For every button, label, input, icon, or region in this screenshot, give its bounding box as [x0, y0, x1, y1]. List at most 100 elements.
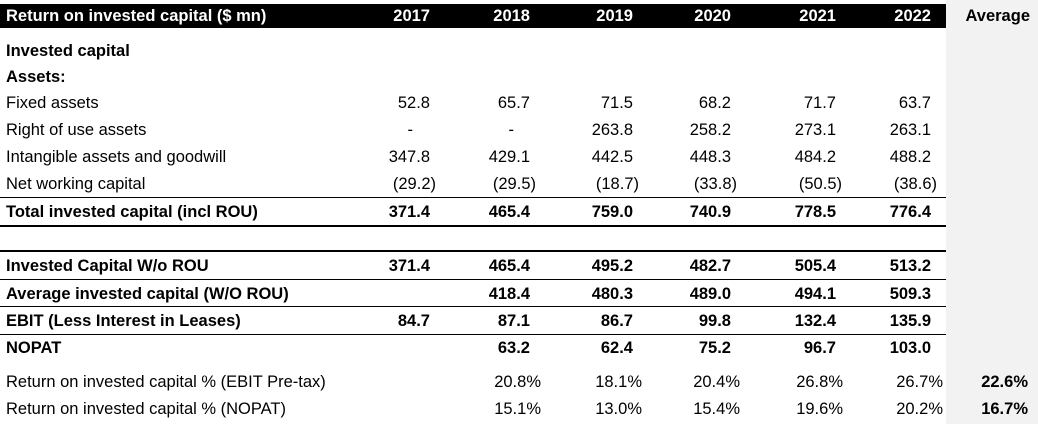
- cell-value: 489.0: [689, 285, 731, 303]
- table-header-row: Return on invested capital ($ mn) 2017 2…: [0, 4, 946, 28]
- average-column-shading: [946, 0, 1038, 424]
- cell-value: 371.4: [388, 203, 430, 221]
- section-title: Invested capital: [6, 42, 130, 60]
- cell-value: 71.5: [600, 94, 633, 112]
- cell-value: 96.7: [803, 339, 836, 357]
- year-header-2017: 2017: [393, 7, 430, 25]
- table-title: Return on invested capital ($ mn): [6, 7, 267, 25]
- cell-value: 263.1: [889, 121, 931, 139]
- cell-value: 418.4: [488, 285, 530, 303]
- cell-value: 26.7%: [896, 373, 943, 391]
- cell-value: 75.2: [698, 339, 731, 357]
- cell-value: (18.7): [595, 175, 639, 193]
- cell-value: 63.7: [898, 94, 931, 112]
- cell-value: 448.3: [689, 148, 731, 166]
- table-row: Net working capital (29.2) (29.5) (18.7)…: [0, 171, 946, 197]
- row-label: Net working capital: [6, 175, 146, 193]
- cell-value: 347.8: [388, 148, 430, 166]
- section-title-row: Invested capital: [0, 38, 946, 64]
- cell-value: 20.2%: [896, 400, 943, 418]
- row-label: EBIT (Less Interest in Leases): [6, 312, 241, 330]
- cell-value: [340, 281, 430, 307]
- row-divider: [0, 197, 946, 198]
- row-divider: [0, 334, 946, 335]
- cell-value: 759.0: [591, 203, 633, 221]
- cell-value: 273.1: [794, 121, 836, 139]
- table-row: Fixed assets 52.8 65.7 71.5 68.2 71.7 63…: [0, 90, 946, 116]
- cell-value: 103.0: [889, 339, 931, 357]
- cell-value: 68.2: [698, 94, 731, 112]
- cell-value: 484.2: [794, 148, 836, 166]
- cell-value: 371.4: [388, 257, 430, 275]
- cell-value: 84.7: [397, 312, 430, 330]
- row-label: NOPAT: [6, 339, 62, 357]
- cell-value: 258.2: [689, 121, 731, 139]
- table-row: Average invested capital (W/O ROU) 418.4…: [0, 281, 946, 307]
- year-header-2021: 2021: [799, 7, 836, 25]
- row-label: Average invested capital (W/O ROU): [6, 285, 289, 303]
- cell-value: 778.5: [794, 203, 836, 221]
- cell-value: [340, 369, 430, 395]
- cell-value: 99.8: [698, 312, 731, 330]
- cell-value: 26.8%: [796, 373, 843, 391]
- row-divider: [0, 250, 946, 252]
- cell-value: 62.4: [600, 339, 633, 357]
- row-label: Return on invested capital % (EBIT Pre-t…: [6, 373, 326, 391]
- cell-value: 86.7: [600, 312, 633, 330]
- average-value: 16.7%: [981, 400, 1028, 418]
- cell-value: -: [508, 121, 515, 139]
- cell-value: 18.1%: [595, 373, 642, 391]
- cell-value: 494.1: [794, 285, 836, 303]
- cell-value: 495.2: [591, 257, 633, 275]
- cell-value: 488.2: [889, 148, 931, 166]
- cell-value: 505.4: [794, 257, 836, 275]
- table-row-total: Total invested capital (incl ROU) 371.4 …: [0, 199, 946, 225]
- table-row: Invested Capital W/o ROU 371.4 465.4 495…: [0, 253, 946, 279]
- cell-value: (33.8): [693, 175, 737, 193]
- average-header: Average: [965, 7, 1030, 25]
- table-row: Return on invested capital % (NOPAT) 15.…: [0, 396, 946, 422]
- year-header-2020: 2020: [694, 7, 731, 25]
- cell-value: 740.9: [689, 203, 731, 221]
- cell-value: 482.7: [689, 257, 731, 275]
- table-row: NOPAT 63.2 62.4 75.2 96.7 103.0: [0, 335, 946, 361]
- cell-value: (29.5): [492, 175, 536, 193]
- row-label: Return on invested capital % (NOPAT): [6, 400, 287, 418]
- table-row: Right of use assets - - 263.8 258.2 273.…: [0, 117, 946, 143]
- row-divider: [0, 306, 946, 307]
- cell-value: 263.8: [591, 121, 633, 139]
- subsection-title: Assets:: [6, 68, 66, 86]
- cell-value: 776.4: [889, 203, 931, 221]
- cell-value: [340, 396, 430, 422]
- row-divider: [0, 225, 946, 227]
- cell-value: (29.2): [392, 175, 436, 193]
- table-row: EBIT (Less Interest in Leases) 84.7 87.1…: [0, 308, 946, 334]
- row-label: Right of use assets: [6, 121, 147, 139]
- cell-value: 442.5: [591, 148, 633, 166]
- cell-value: (50.5): [798, 175, 842, 193]
- year-header-2018: 2018: [493, 7, 530, 25]
- row-divider: [0, 279, 946, 280]
- cell-value: [340, 335, 430, 361]
- cell-value: 465.4: [488, 203, 530, 221]
- cell-value: (38.6): [893, 175, 937, 193]
- row-label: Fixed assets: [6, 94, 99, 112]
- cell-value: 465.4: [488, 257, 530, 275]
- row-label: Total invested capital (incl ROU): [6, 203, 258, 221]
- table-row: Intangible assets and goodwill 347.8 429…: [0, 144, 946, 170]
- cell-value: 509.3: [889, 285, 931, 303]
- cell-value: 65.7: [497, 94, 530, 112]
- cell-value: 20.4%: [693, 373, 740, 391]
- row-label: Invested Capital W/o ROU: [6, 257, 209, 275]
- subsection-title-row: Assets:: [0, 64, 946, 90]
- cell-value: 63.2: [497, 339, 530, 357]
- cell-value: -: [407, 121, 414, 139]
- cell-value: 15.4%: [693, 400, 740, 418]
- year-header-2022: 2022: [894, 7, 931, 25]
- cell-value: 13.0%: [595, 400, 642, 418]
- cell-value: 71.7: [803, 94, 836, 112]
- cell-value: 19.6%: [796, 400, 843, 418]
- cell-value: 20.8%: [494, 373, 541, 391]
- cell-value: 52.8: [397, 94, 430, 112]
